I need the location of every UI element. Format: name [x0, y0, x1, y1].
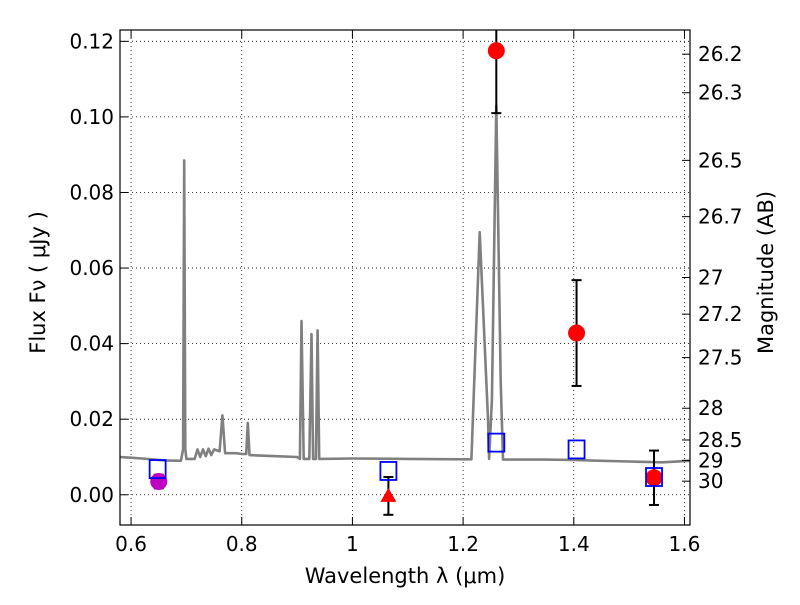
x-tick-label: 1.6 [669, 532, 701, 556]
data-point-triangle [380, 487, 397, 502]
data-point-circle [487, 42, 505, 60]
x-tick-label: 1 [346, 532, 359, 556]
data-point-circle [645, 469, 663, 487]
y-tick-label: 0.00 [69, 483, 114, 507]
model-photometry-square [645, 467, 663, 487]
right-axis-tick-label: 27 [698, 266, 723, 290]
y-tick-label: 0.04 [69, 332, 114, 356]
y-tick-label: 0.02 [69, 407, 114, 431]
data-layer [120, 30, 690, 516]
axes: 0.6 0.8 1 1.2 1.4 1.6 0.00 0.02 0.04 0.06 0.08 0.10… [69, 29, 742, 556]
data-point-circle [150, 473, 168, 491]
x-tick-label: 0.8 [226, 532, 258, 556]
y-tick-label: 0.06 [69, 256, 114, 280]
x-tick-label: 1.4 [558, 532, 590, 556]
grid [120, 30, 690, 525]
data-point-circle [568, 324, 586, 342]
y-tick-label: 0.12 [69, 29, 114, 53]
right-axis-tick-label: 29 [698, 448, 723, 472]
y-tick-label: 0.10 [69, 105, 114, 129]
right-axis-tick-label: 28 [698, 396, 723, 420]
right-axis-tick-label: 26.2 [698, 42, 743, 66]
model-photometry-square [379, 461, 398, 481]
right-axis-tick-label: 28.5 [698, 428, 743, 452]
y-axis-title: Flux Fν ( μJy ) [26, 211, 50, 354]
y-tick-label: 0.08 [69, 180, 114, 204]
model-photometry-square [567, 439, 586, 460]
right-axis-tick-label: 30 [698, 469, 723, 493]
right-axis-title: Magnitude (AB) [754, 191, 778, 354]
x-axis-title: Wavelength λ (μm) [305, 564, 506, 588]
right-axis-tick-label: 26.3 [698, 81, 743, 105]
model-photometry-square [487, 432, 506, 453]
x-tick-label: 1.2 [447, 532, 479, 556]
model-photometry-square [148, 459, 167, 479]
x-tick-label: 0.6 [115, 532, 147, 556]
model-spectrum-line [120, 104, 690, 464]
right-axis-tick-label: 27.2 [698, 302, 743, 326]
right-axis-tick-label: 26.7 [698, 205, 743, 229]
right-axis-tick-label: 27.5 [698, 346, 743, 370]
right-axis-tick-label: 26.5 [698, 148, 743, 172]
